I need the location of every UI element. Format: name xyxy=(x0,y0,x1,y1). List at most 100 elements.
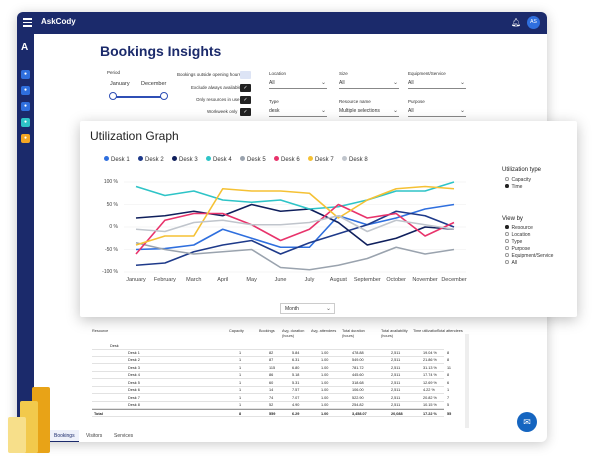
granularity-select[interactable]: Month ⌄ xyxy=(280,303,335,314)
table-cell: Desk 1 xyxy=(128,350,140,355)
table-row[interactable]: Desk 2 1 87 6.31 1.00 549.00 2,511 21.86 % 8 xyxy=(92,357,449,364)
bell-icon[interactable]: 🔔︎ xyxy=(511,18,522,27)
column-header[interactable]: Bookings xyxy=(259,329,275,333)
table-cell: 82 xyxy=(269,350,274,355)
table-cell: 55 xyxy=(447,411,452,416)
table-row[interactable]: Desk 3 1 115 6.80 1.00 781.72 2,511 31.13 % 11 xyxy=(92,364,451,372)
menu-icon[interactable] xyxy=(23,18,32,27)
legend-item[interactable]: Desk 7 xyxy=(308,156,334,164)
column-header[interactable]: Resource xyxy=(92,329,109,333)
legend-item[interactable]: Desk 8 xyxy=(342,156,368,164)
location-select[interactable]: All ⌄ xyxy=(269,78,327,89)
avatar[interactable]: AS xyxy=(527,16,540,29)
equipment-select[interactable]: All ⌄ xyxy=(408,78,466,89)
table-cell: 7 xyxy=(447,395,450,400)
util-type-option[interactable]: Time xyxy=(505,184,522,190)
brand-name: AskCody xyxy=(41,17,76,26)
workweek-toggle[interactable]: ✓ xyxy=(240,108,251,116)
legend-item[interactable]: Desk 4 xyxy=(206,156,232,164)
table-cell: Desk 7 xyxy=(128,395,140,400)
view-by-option-label: Location xyxy=(511,232,531,238)
table-cell: Desk 8 xyxy=(128,403,140,407)
table-cell: 254.82 xyxy=(352,403,364,407)
series-line-desk-6[interactable] xyxy=(135,203,455,255)
legend-item[interactable]: Desk 6 xyxy=(274,156,300,164)
view-by-option[interactable]: Purpose xyxy=(505,246,530,252)
x-tick-label: December xyxy=(441,277,467,283)
series-line-desk-3[interactable] xyxy=(135,203,455,246)
tab-visitors[interactable]: Visitors xyxy=(86,433,103,439)
table-group-row[interactable]: Desk xyxy=(92,342,444,350)
column-header[interactable]: Capacity xyxy=(229,329,244,333)
legend-item[interactable]: Desk 2 xyxy=(138,156,164,164)
exclude-toggle[interactable]: ✓ xyxy=(240,84,251,92)
series-line-desk-8[interactable] xyxy=(135,214,455,233)
table-row[interactable]: Desk 4 1 86 5.18 1.00 445.60 2,511 17.74 % 8 xyxy=(92,372,449,379)
resource-name-value: Multiple selections xyxy=(339,108,380,114)
table-row[interactable]: Desk 1 1 82 5.84 1.00 478.88 2,511 19.04 % 8 xyxy=(92,349,449,357)
column-header[interactable]: Total availability (hours) xyxy=(381,329,408,338)
rail-clock-icon[interactable]: ● xyxy=(21,102,30,111)
table-cell: 1.00 xyxy=(321,395,329,400)
table-cell: 5 xyxy=(447,403,450,407)
rail-star-icon[interactable]: ● xyxy=(21,134,30,143)
legend-item[interactable]: Desk 5 xyxy=(240,156,266,164)
table-scrollbar[interactable] xyxy=(465,334,469,428)
table-cell: 52 xyxy=(269,403,274,407)
util-type-option-label: Capacity xyxy=(511,177,531,183)
tab-bookings[interactable]: Bookings xyxy=(50,430,79,442)
legend-label: Desk 8 xyxy=(349,157,368,163)
chevron-down-icon: ⌄ xyxy=(392,80,398,86)
series-line-desk-7[interactable] xyxy=(135,185,455,246)
location-value: All xyxy=(269,80,275,86)
util-type-option[interactable]: Capacity xyxy=(505,177,531,183)
type-value: desk xyxy=(269,108,280,114)
table-cell: 6.29 xyxy=(292,411,300,416)
chat-icon[interactable]: ✉ xyxy=(517,412,537,432)
rail-chart-icon[interactable]: ● xyxy=(21,118,30,127)
equipment-label: Equipment/Service xyxy=(408,71,446,76)
table-row[interactable]: Desk 6 1 14 7.57 1.00 106.00 2,511 4.22 % 1 xyxy=(92,387,449,394)
table-cell: 1 xyxy=(239,350,242,355)
period-slider-end-handle[interactable] xyxy=(160,92,168,100)
table-total-row[interactable]: Total 8 559 6.29 1.00 3,458.07 20,088 17.22 % 55 xyxy=(92,409,451,417)
series-line-desk-5[interactable] xyxy=(135,241,455,271)
column-header[interactable]: Time utilization xyxy=(413,329,439,333)
table-cell: 10.15 % xyxy=(423,403,437,407)
resource-name-select[interactable]: Multiple selections ⌄ xyxy=(339,106,399,117)
column-header[interactable]: Avg. duration (hours) xyxy=(282,329,305,338)
purpose-select[interactable]: All ⌄ xyxy=(408,106,466,117)
rail-calendar-icon[interactable]: ● xyxy=(21,70,30,79)
view-by-option[interactable]: Equipment/Service xyxy=(505,253,553,259)
period-slider-start-handle[interactable] xyxy=(109,92,117,100)
table-cell: 115 xyxy=(269,365,276,370)
legend-item[interactable]: Desk 1 xyxy=(104,156,130,164)
size-select[interactable]: All ⌄ xyxy=(339,78,399,89)
table-row[interactable]: Desk 5 1 60 5.31 1.00 318.68 2,511 12.69 % 6 xyxy=(92,379,449,387)
table-cell: 2,511 xyxy=(391,365,401,370)
column-header[interactable]: Total duration (hours) xyxy=(342,329,365,338)
view-by-option[interactable]: Resource xyxy=(505,225,533,231)
chevron-down-icon: ⌄ xyxy=(459,108,465,114)
type-select[interactable]: desk ⌄ xyxy=(269,106,327,117)
only-resources-toggle[interactable]: ✓ xyxy=(240,96,251,104)
radio-icon xyxy=(505,225,509,229)
series-line-desk-4[interactable] xyxy=(135,181,455,210)
column-header[interactable]: Total attendees xyxy=(437,329,463,333)
tab-services[interactable]: Services xyxy=(114,433,134,439)
view-by-option-label: Resource xyxy=(511,225,533,231)
rail-gear-icon[interactable]: ● xyxy=(21,86,30,95)
view-by-option[interactable]: All xyxy=(505,260,517,266)
table-cell: 31.13 % xyxy=(423,365,437,370)
table-cell: 20,088 xyxy=(391,411,403,416)
series-line-desk-2[interactable] xyxy=(135,210,455,267)
legend-label: Desk 4 xyxy=(213,157,232,163)
outside-hours-toggle[interactable] xyxy=(240,71,251,79)
table-row[interactable]: Desk 7 1 74 7.07 1.00 522.90 2,511 20.82 % 7 xyxy=(92,394,449,402)
table-row[interactable]: Desk 8 1 52 4.90 1.00 254.82 2,511 10.15 % 5 xyxy=(92,402,449,409)
legend-label: Desk 2 xyxy=(145,157,164,163)
view-by-option[interactable]: Type xyxy=(505,239,522,245)
legend-item[interactable]: Desk 3 xyxy=(172,156,198,164)
view-by-option[interactable]: Location xyxy=(505,232,530,238)
column-header[interactable]: Avg. attendees xyxy=(311,329,337,333)
